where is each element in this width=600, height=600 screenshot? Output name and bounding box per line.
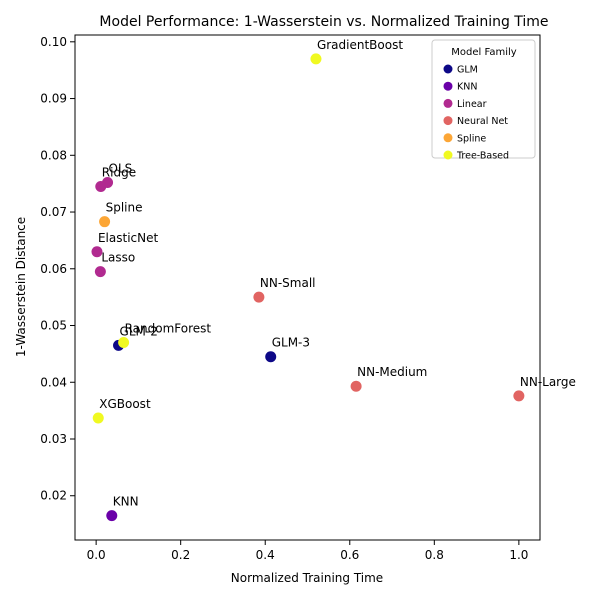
data-point bbox=[310, 53, 322, 65]
x-tick-label: 0.0 bbox=[87, 548, 106, 562]
data-point-label: NN-Large bbox=[520, 375, 576, 389]
data-point bbox=[118, 337, 130, 349]
data-point-label: RandomForest bbox=[125, 322, 212, 336]
data-points bbox=[91, 53, 525, 522]
data-point-label: Spline bbox=[106, 201, 143, 215]
legend-entry-label: Spline bbox=[457, 133, 486, 144]
legend-title: Model Family bbox=[451, 47, 516, 58]
legend-entry-label: KNN bbox=[457, 82, 477, 93]
x-tick-label: 0.6 bbox=[340, 548, 359, 562]
y-tick-label: 0.02 bbox=[40, 489, 67, 503]
data-point-label: XGBoost bbox=[99, 397, 151, 411]
x-tick-label: 0.4 bbox=[256, 548, 275, 562]
legend-marker bbox=[443, 98, 453, 108]
legend-entry-label: Linear bbox=[457, 99, 487, 110]
y-tick-label: 0.03 bbox=[40, 432, 67, 446]
y-tick-label: 0.08 bbox=[40, 148, 67, 162]
y-tick-label: 0.10 bbox=[40, 35, 67, 49]
data-point bbox=[253, 291, 265, 303]
chart-title: Model Performance: 1-Wasserstein vs. Nor… bbox=[99, 14, 548, 30]
x-tick-label: 1.0 bbox=[509, 548, 528, 562]
y-tick-label: 0.05 bbox=[40, 319, 67, 333]
data-point-label: GLM-3 bbox=[272, 336, 310, 350]
legend-box bbox=[431, 39, 536, 159]
legend: Model Family GLM KNN Linear Neural Net Splin… bbox=[431, 39, 536, 162]
legend-entry-label: GLM bbox=[457, 65, 478, 76]
data-point-label: Lasso bbox=[101, 251, 135, 265]
data-point-label: OLS bbox=[109, 162, 133, 176]
legend-marker bbox=[443, 64, 453, 74]
data-point-label: Ridge bbox=[102, 166, 136, 180]
y-tick-label: 0.07 bbox=[40, 205, 67, 219]
legend-entry-label: Tree-Based bbox=[456, 151, 509, 162]
data-point bbox=[106, 510, 118, 522]
legend-marker bbox=[443, 150, 453, 160]
data-point bbox=[99, 216, 111, 228]
data-point bbox=[92, 412, 104, 424]
x-tick-label: 0.2 bbox=[171, 548, 190, 562]
y-axis: 0.02 0.03 0.04 0.05 0.06 0.07 0.08 0.09 0.10 bbox=[40, 35, 75, 503]
data-point-label: NN-Small bbox=[260, 276, 316, 290]
data-point bbox=[94, 266, 106, 278]
y-tick-label: 0.06 bbox=[40, 262, 67, 276]
plot-area-frame bbox=[74, 34, 541, 541]
legend-marker bbox=[443, 133, 453, 143]
data-point bbox=[265, 351, 277, 363]
y-tick-label: 0.04 bbox=[40, 375, 67, 389]
y-axis-label: 1-Wasserstein Distance bbox=[14, 217, 28, 357]
data-point bbox=[95, 181, 107, 192]
data-point-label: NN-Medium bbox=[357, 365, 427, 379]
legend-marker bbox=[443, 116, 453, 126]
data-point-label: GLM-2 bbox=[120, 324, 158, 338]
x-axis: 0.0 0.2 0.4 0.6 0.8 1.0 bbox=[87, 540, 528, 562]
data-point-label: KNN bbox=[113, 495, 139, 509]
x-tick-label: 0.8 bbox=[425, 548, 444, 562]
y-tick-label: 0.09 bbox=[40, 92, 67, 106]
x-axis-label: Normalized Training Time bbox=[231, 571, 383, 585]
data-point-label: GradientBoost bbox=[317, 38, 403, 52]
legend-marker bbox=[443, 81, 453, 91]
legend-entry-label: Neural Net bbox=[457, 116, 508, 127]
data-point bbox=[350, 380, 362, 392]
data-point bbox=[513, 390, 525, 402]
legend-entries: GLM KNN Linear Neural Net Spline Tree-Based bbox=[443, 64, 509, 162]
data-point bbox=[91, 246, 103, 258]
data-point-label: ElasticNet bbox=[98, 231, 159, 245]
